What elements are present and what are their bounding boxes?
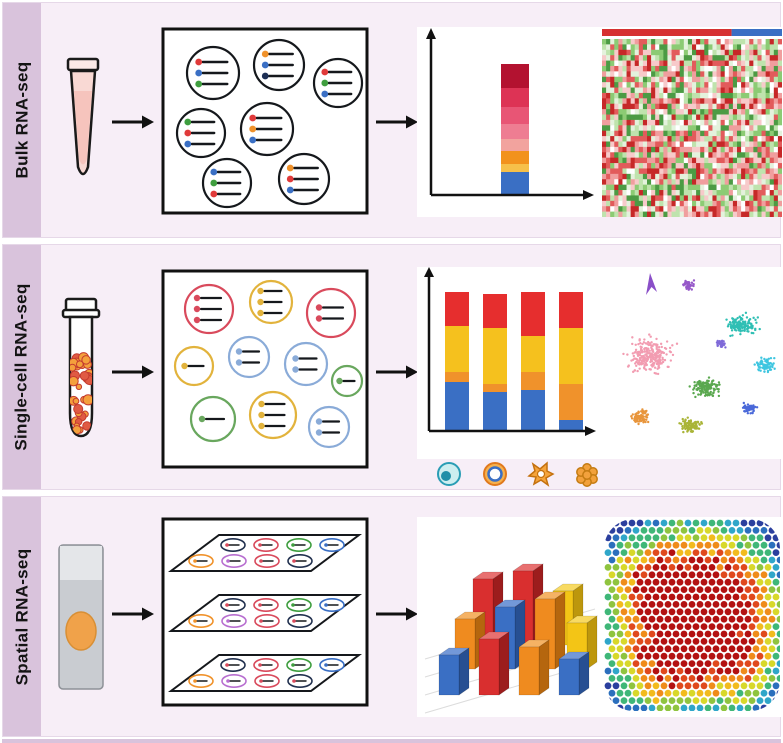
spatial-label: Spatial RNA-seq [12, 548, 31, 685]
single-cell-label-strip: Single-cell RNA-seq [3, 245, 41, 489]
flow-arrow-icon [112, 115, 154, 129]
flow-arrow-icon [376, 607, 418, 621]
tissue-ellipse [65, 611, 97, 651]
dendritic-cell-icon [527, 461, 555, 487]
cluster-cell-icon [576, 463, 598, 487]
spatial-results-panel [417, 517, 782, 717]
y-axis-arrowhead [426, 28, 436, 39]
spatial-3d-bar-chart [424, 563, 598, 714]
ring-cell-icon [483, 462, 507, 486]
row-spatial-rna-seq: Spatial RNA-seq [2, 496, 782, 737]
flow-arrow-icon [112, 365, 154, 379]
flow-arrow-icon [376, 115, 418, 129]
microtube-icon [66, 57, 100, 176]
celltype-stacked-bar-chart [424, 267, 596, 436]
cell-suspension-tube-icon [61, 297, 101, 438]
bulk-stacked-bar-chart [426, 28, 594, 200]
single-cell-results-panel [417, 267, 782, 459]
x-axis-arrowhead [583, 190, 594, 200]
suspended-cells [70, 352, 92, 435]
tsne-plot [622, 273, 776, 434]
tube-cap [66, 57, 100, 72]
row-bulk-rna-seq: Bulk RNA-seq [2, 2, 782, 238]
tube-liquid [74, 91, 92, 165]
spatial-label-strip: Spatial RNA-seq [3, 497, 41, 736]
x-axis-arrowhead [585, 426, 596, 436]
bulk-results-panel [417, 27, 782, 217]
celltype-bar-segments [445, 292, 583, 430]
single-cell-transcripts-box [161, 269, 369, 469]
slide-frosted-label [60, 546, 102, 580]
cluster-arrow-marker [646, 273, 657, 295]
spatial-expression-map [604, 519, 780, 711]
tissue-sections-box [161, 517, 369, 707]
y-axis-arrowhead [424, 267, 434, 277]
flow-arrow-icon [112, 607, 154, 621]
bulk-expression-heatmap [602, 29, 782, 217]
bulk-label: Bulk RNA-seq [12, 61, 32, 179]
single-cell-label: Single-cell RNA-seq [12, 283, 32, 451]
round-cell-icon [437, 462, 461, 486]
flow-arrow-icon [376, 365, 418, 379]
tissue-section-layers [168, 534, 362, 692]
row-single-cell-rna-seq: Single-cell RNA-seq [2, 244, 782, 490]
figure-edge-strip [2, 739, 781, 743]
cell-type-icons [437, 461, 598, 487]
tissue-slide-icon [58, 544, 104, 690]
bulk-bar-segments [501, 64, 529, 194]
bulk-transcripts-box [161, 27, 369, 215]
bulk-label-strip: Bulk RNA-seq [3, 3, 41, 237]
